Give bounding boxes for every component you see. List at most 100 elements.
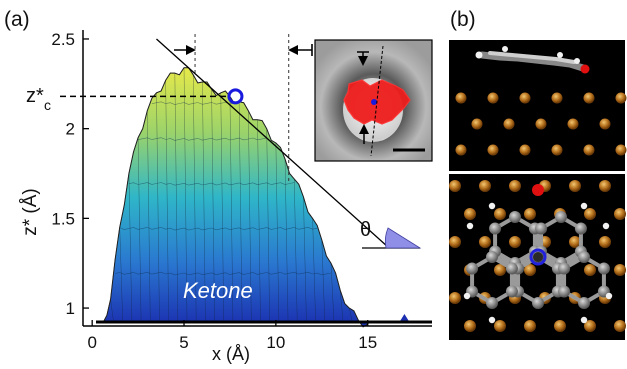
svg-text:z*: z* [26, 85, 44, 107]
x-tick-label: 10 [266, 333, 285, 352]
gold-atom [494, 320, 506, 332]
surface-contour-line [151, 101, 240, 105]
gold-atom [584, 320, 596, 332]
gold-atom [614, 264, 626, 276]
hydrogen-atom [488, 316, 496, 324]
hydrogen-atom [580, 316, 588, 324]
gold-atom [519, 92, 531, 104]
gold-atom [449, 180, 461, 192]
surface-mesh-line [284, 159, 289, 323]
hydrogen-atom [463, 292, 471, 300]
surface-mesh-line [119, 227, 123, 323]
gold-atom [583, 144, 595, 156]
molecule-top-view [463, 184, 613, 324]
panel-b-label: (b) [450, 8, 476, 31]
gold-atom [551, 144, 563, 156]
afm-inset [314, 39, 433, 162]
carbon-atom [505, 285, 518, 298]
x-tick-label: 5 [179, 333, 188, 352]
theta-label: θ [360, 219, 371, 241]
surface-mesh-line [137, 137, 142, 323]
gold-atom [509, 180, 521, 192]
side-view-model [449, 40, 627, 171]
surface-mesh-line [293, 178, 298, 323]
surface-contour-line [128, 182, 295, 186]
gold-atom [551, 92, 563, 104]
surface-mesh-line [349, 308, 353, 323]
gold-atom [471, 118, 483, 130]
carbon-atom [466, 262, 479, 275]
gold-atom [449, 292, 461, 304]
theta-wedge [384, 227, 422, 249]
y-tick-label: 1 [66, 299, 75, 318]
carbon-atom [578, 251, 590, 263]
gold-atom [615, 144, 627, 156]
surface-mesh-line [211, 89, 215, 323]
gold-atom [569, 236, 581, 248]
panel-a-label: (a) [4, 8, 30, 31]
surface-mesh-line [165, 80, 169, 323]
surface-mesh-line [257, 119, 261, 323]
carbon-atom [486, 251, 498, 263]
surface-mesh-line [248, 110, 252, 323]
surface-mesh-line [275, 143, 280, 323]
gold-atom [584, 208, 596, 220]
surface-contour-line [138, 137, 267, 141]
y-tick-label: 2 [66, 120, 75, 139]
carbon-atom [574, 222, 587, 235]
surface-mesh-line [147, 110, 151, 323]
gold-atom [614, 320, 626, 332]
hydrogen-atom [580, 202, 588, 210]
carbon-atom [597, 262, 610, 275]
gold-atom [524, 264, 536, 276]
oxygen-atom-side [580, 64, 590, 74]
carbon-atom [558, 285, 571, 298]
surface-mesh-line [183, 67, 188, 323]
left-arrow-marker [174, 45, 196, 55]
carbon-atom [558, 262, 571, 275]
zc-star-marker [227, 88, 244, 105]
gold-atom [583, 92, 595, 104]
surface-contour-line [115, 271, 332, 276]
gold-atom [464, 320, 476, 332]
surface-mesh-line [266, 128, 270, 323]
gold-atom [569, 180, 581, 192]
surface-mesh-line [110, 299, 114, 323]
right-arrow-marker [288, 44, 313, 56]
carbon-atom [509, 211, 521, 223]
gold-atom [524, 208, 536, 220]
oxygen-atom [532, 184, 544, 196]
hydrogen-atom [488, 202, 496, 210]
gold-atom [615, 92, 627, 104]
panel-b: (b) [449, 8, 627, 340]
carbon-atom [489, 222, 502, 235]
inset-arrow-bottom [359, 124, 369, 134]
panel-a: (a) 0 5 10 15 1 1.5 2 2.5 x (Å) z* (Å) z* c [4, 8, 433, 364]
hydrogen-atom [605, 292, 613, 300]
carbon-atom [535, 222, 548, 235]
zc-star-label: z* c [26, 85, 51, 113]
molecule-side-view [475, 46, 590, 74]
theta-angle-indicator: θ [360, 219, 422, 249]
y-tick-label: 2.5 [51, 30, 75, 49]
x-ticks: 0 5 10 15 [87, 320, 377, 352]
gold-atom [554, 320, 566, 332]
surface-mesh-line [220, 92, 225, 323]
gold-atom [487, 92, 499, 104]
surface-mesh-line [202, 82, 206, 323]
gold-atom [494, 208, 506, 220]
surface-mesh-line [192, 74, 197, 323]
gold-substrate-side [455, 92, 627, 156]
surface-mesh-line [128, 173, 133, 323]
top-view-model [449, 174, 626, 340]
surface-mesh-line [339, 290, 344, 323]
gold-atom [584, 264, 596, 276]
surface-contour-line [119, 226, 318, 231]
gold-atom [479, 236, 491, 248]
hydrogen-atom [466, 222, 474, 230]
surface-mesh-line [330, 263, 335, 323]
y-tick-label: 1.5 [51, 209, 75, 228]
carbon-atom [578, 297, 590, 309]
gold-atom [455, 144, 467, 156]
